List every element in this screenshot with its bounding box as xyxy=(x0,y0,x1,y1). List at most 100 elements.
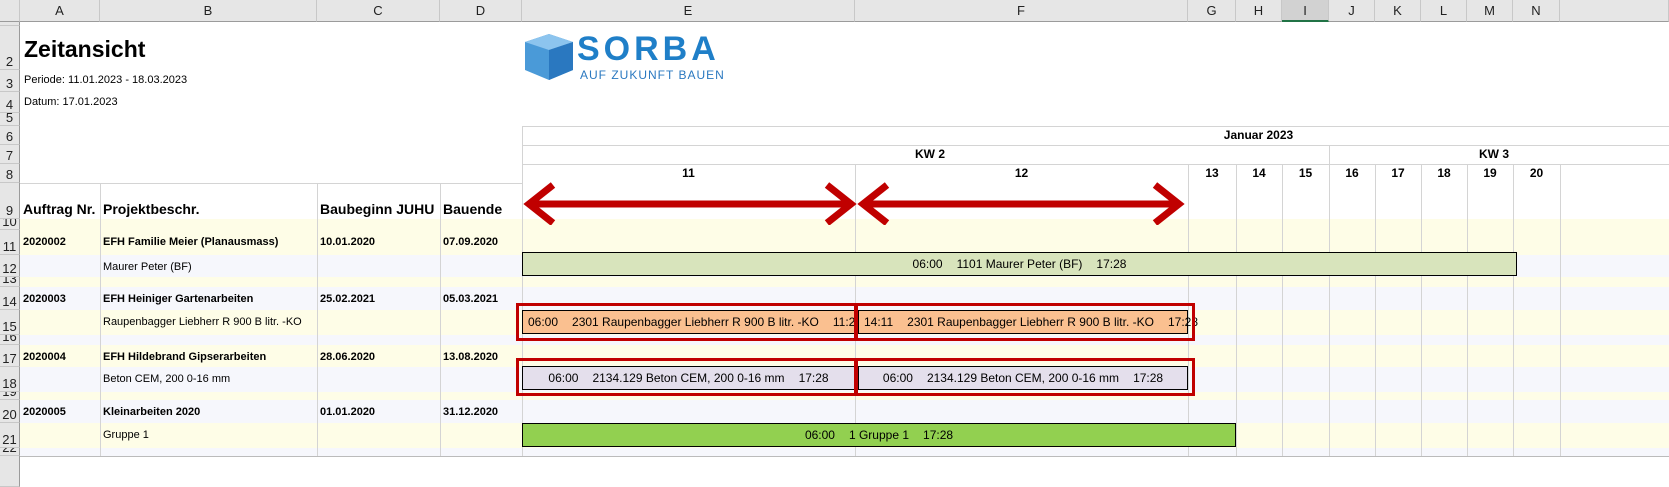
start-date[interactable]: 01.01.2020 xyxy=(320,406,376,418)
grid-line xyxy=(1513,164,1514,456)
column-header-h[interactable]: H xyxy=(1236,0,1282,22)
row-header-15[interactable]: 15 xyxy=(0,310,20,335)
bar-start-time: 06:00 xyxy=(528,315,559,329)
schedule-bar[interactable]: 06:00 2134.129 Beton CEM, 200 0-16 mm 17:2… xyxy=(858,366,1188,390)
row-header-18[interactable]: 18 xyxy=(0,367,20,392)
resource-name[interactable]: Gruppe 1 xyxy=(103,429,149,441)
row-band xyxy=(20,287,1669,310)
row-header-7[interactable]: 7 xyxy=(0,145,20,164)
column-header-a[interactable]: A xyxy=(20,0,100,22)
period-text: Periode: 11.01.2023 - 18.03.2023 xyxy=(24,74,188,86)
resource-name[interactable]: Beton CEM, 200 0-16 mm xyxy=(103,373,231,385)
select-all-corner[interactable] xyxy=(0,0,20,22)
bar-start-time: 14:11 xyxy=(864,315,894,329)
bar-end-time: 17:28 xyxy=(1167,315,1198,329)
row-header-21[interactable]: 21 xyxy=(0,423,20,448)
row-header-empty xyxy=(0,456,20,487)
row-header-12[interactable]: 12 xyxy=(0,255,20,277)
bar-end-time: 17:28 xyxy=(798,371,829,385)
column-header-b[interactable]: B xyxy=(100,0,317,22)
double-arrow-icons xyxy=(523,182,1185,225)
page-title: Zeitansicht xyxy=(24,36,146,62)
order-number[interactable]: 2020003 xyxy=(23,293,66,305)
row-header-6[interactable]: 6 xyxy=(0,126,20,145)
row-header-1[interactable]: 1 xyxy=(0,22,20,26)
day-label: 20 xyxy=(1529,166,1544,180)
order-number[interactable]: 2020005 xyxy=(23,406,66,418)
cube-icon xyxy=(525,34,573,80)
column-header-d[interactable]: D xyxy=(440,0,522,22)
project-name[interactable]: EFH Hildebrand Gipserarbeiten xyxy=(103,351,267,363)
resource-name[interactable]: Raupenbagger Liebherr R 900 B litr. -KO xyxy=(103,316,302,328)
order-number[interactable]: 2020002 xyxy=(23,236,66,248)
row-header-10[interactable]: 10 xyxy=(0,219,20,230)
end-date[interactable]: 31.12.2020 xyxy=(443,406,499,418)
grid-line xyxy=(1467,164,1468,456)
column-header-g[interactable]: G xyxy=(1188,0,1236,22)
schedule-bar[interactable]: 06:00 1101 Maurer Peter (BF) 17:28 xyxy=(522,252,1517,276)
highlight-box xyxy=(854,358,1195,396)
project-name[interactable]: Kleinarbeiten 2020 xyxy=(103,406,201,418)
schedule-bar[interactable]: 06:00 1 Gruppe 1 17:28 xyxy=(522,423,1236,447)
grid-line xyxy=(317,183,318,456)
column-header-c[interactable]: C xyxy=(317,0,440,22)
bar-start-time: 06:00 xyxy=(804,428,835,442)
day-label: 18 xyxy=(1437,166,1451,180)
row-band xyxy=(20,230,1669,255)
day-label: 12 xyxy=(1014,166,1029,180)
project-name[interactable]: EFH Heiniger Gartenarbeiten xyxy=(103,293,254,305)
grid-line xyxy=(1329,164,1330,456)
day-label: 19 xyxy=(1483,166,1497,180)
column-header-l[interactable]: L xyxy=(1421,0,1467,22)
row-header-2[interactable]: 2 xyxy=(0,26,20,70)
schedule-bar[interactable]: 06:00 2301 Raupenbagger Liebherr R 900 B … xyxy=(522,310,862,334)
grid-line xyxy=(522,126,523,183)
project-name[interactable]: EFH Familie Meier (Planausmass) xyxy=(103,236,279,248)
column-header-e[interactable]: E xyxy=(522,0,855,22)
end-date[interactable]: 05.03.2021 xyxy=(443,293,499,305)
row-header-3[interactable]: 3 xyxy=(0,70,20,92)
row-header-11[interactable]: 11 xyxy=(0,230,20,255)
grid-line xyxy=(1421,164,1422,456)
week-label: KW 3 xyxy=(1479,147,1509,161)
row-band xyxy=(20,277,1669,287)
end-date[interactable]: 07.09.2020 xyxy=(443,236,499,248)
grid-line xyxy=(1282,164,1283,456)
grid-line xyxy=(1560,164,1561,456)
column-header-k[interactable]: K xyxy=(1375,0,1421,22)
schedule-bar[interactable]: 06:00 2134.129 Beton CEM, 200 0-16 mm 17:2… xyxy=(522,366,855,390)
row-header-22[interactable]: 22 xyxy=(0,448,20,456)
column-header-f[interactable]: F xyxy=(855,0,1188,22)
schedule-bar[interactable]: 14:11 2301 Raupenbagger Liebherr R 900 B … xyxy=(858,310,1198,334)
row-header-16[interactable]: 16 xyxy=(0,335,20,345)
row-header-13[interactable]: 13 xyxy=(0,277,20,287)
column-header-j[interactable]: J xyxy=(1329,0,1375,22)
row-header-8[interactable]: 8 xyxy=(0,164,20,183)
double-arrow-icon xyxy=(857,182,1185,225)
logo-tagline: AUF ZUKUNFT BAUEN xyxy=(580,68,725,82)
row-band xyxy=(20,400,1669,423)
bar-label: 2134.129 Beton CEM, 200 0-16 mm xyxy=(592,371,785,385)
order-number[interactable]: 2020004 xyxy=(23,351,66,363)
sorba-logo: SORBA AUF ZUKUNFT BAUEN xyxy=(523,30,743,86)
column-header-i[interactable]: I xyxy=(1282,0,1329,22)
row-header-19[interactable]: 19 xyxy=(0,392,20,400)
start-date[interactable]: 25.02.2021 xyxy=(320,293,376,305)
row-header-4[interactable]: 4 xyxy=(0,92,20,113)
column-header-m[interactable]: M xyxy=(1467,0,1513,22)
row-header-20[interactable]: 20 xyxy=(0,400,20,423)
resource-name[interactable]: Maurer Peter (BF) xyxy=(103,261,192,273)
row-header-17[interactable]: 17 xyxy=(0,345,20,367)
row-header-9[interactable]: 9 xyxy=(0,183,20,219)
start-date[interactable]: 10.01.2020 xyxy=(320,236,376,248)
end-date[interactable]: 13.08.2020 xyxy=(443,351,499,363)
row-header-5[interactable]: 5 xyxy=(0,113,20,126)
row-header-14[interactable]: 14 xyxy=(0,287,20,310)
day-label: 15 xyxy=(1298,166,1313,180)
start-date[interactable]: 28.06.2020 xyxy=(320,351,376,363)
grid-line xyxy=(20,183,522,184)
date-text: Datum: 17.01.2023 xyxy=(24,96,118,108)
column-header-n[interactable]: N xyxy=(1513,0,1560,22)
logo-name: SORBA xyxy=(577,30,720,68)
bar-label: 2301 Raupenbagger Liebherr R 900 B litr.… xyxy=(907,315,1154,329)
